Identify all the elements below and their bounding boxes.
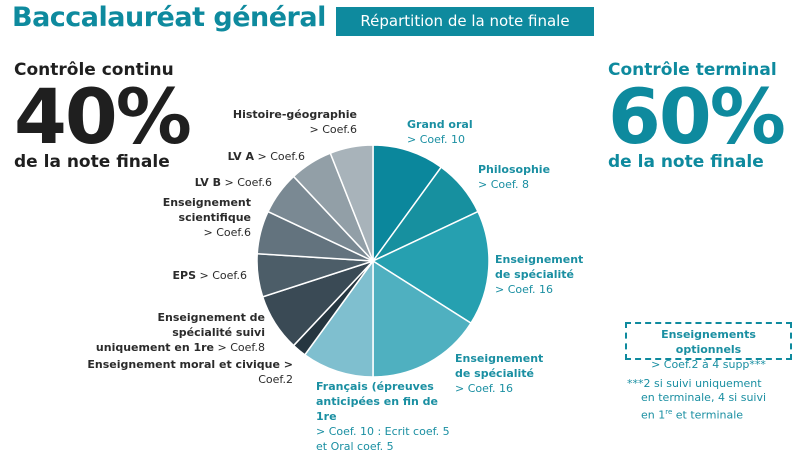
label-moral-civique: Enseignement moral et civique > Coef.2: [87, 357, 293, 387]
controle-terminal-caption: de la note finale: [608, 152, 764, 172]
footnote-line-3: en 1re et terminale: [641, 408, 744, 422]
controle-terminal-heading: Contrôle terminal: [608, 60, 777, 80]
label-specialite-1-coef: > Coef. 16: [495, 283, 553, 296]
pie-slice-histoire-geo: [329, 144, 374, 262]
controle-continu-heading: Contrôle continu: [14, 60, 174, 80]
optional-footnote: ***2 si suivi uniquement en terminale, 4…: [627, 377, 797, 423]
page-title: Baccalauréat général: [12, 2, 326, 33]
label-lvb-coef: > Coef.6: [224, 176, 272, 189]
label-moral-civique-coef: Coef.2: [258, 373, 293, 386]
label-histoire-geo-name: Histoire-géographie: [232, 108, 357, 121]
label-eps-coef: > Coef.6: [199, 269, 247, 282]
controle-continu-percent: 40%: [14, 72, 192, 161]
label-scientifique: Enseignement scientifique > Coef.6: [161, 195, 251, 240]
pie-slice-francais: [303, 258, 374, 378]
label-specialite-2-coef: > Coef. 16: [455, 382, 513, 395]
label-grand-oral-name: Grand oral: [407, 118, 473, 131]
controle-terminal-block: Contrôle terminal 60% de la note finale: [608, 60, 786, 172]
pie-slice-grand-oral: [372, 144, 443, 264]
label-francais: Français (épreuves anticipées en fin de …: [316, 379, 456, 454]
label-francais-coef: > Coef. 10 : Ecrit coef. 5 et Oral coef.…: [316, 425, 450, 453]
controle-continu-block: Contrôle continu 40% de la note finale: [14, 60, 192, 172]
label-histoire-geo: Histoire-géographie > Coef.6: [233, 107, 357, 137]
label-francais-name: Français (épreuves anticipées en fin de …: [316, 380, 439, 423]
label-scientifique-name: Enseignement scientifique: [162, 196, 251, 224]
label-specialite-2: Enseignement de spécialité > Coef. 16: [455, 351, 555, 396]
label-eps: EPS > Coef.6: [173, 268, 247, 283]
label-specialite-1-name: Enseignement de spécialité: [495, 253, 584, 281]
label-histoire-geo-coef: > Coef.6: [309, 123, 357, 136]
subtitle-banner: Répartition de la note finale: [336, 7, 594, 36]
label-moral-civique-name: Enseignement moral et civique >: [87, 358, 293, 371]
label-specialite-2-name: Enseignement de spécialité: [455, 352, 544, 380]
footnote-line-2: en terminale, 4 si suivi: [641, 391, 767, 404]
optional-subjects-box: Enseignements optionnels > Coef.2 à 4 su…: [625, 322, 792, 371]
label-grand-oral-coef: > Coef. 10: [407, 133, 465, 146]
label-lvb-name: LV B: [194, 176, 222, 189]
controle-terminal-percent: 60%: [608, 72, 786, 161]
label-specialite-1re: Enseignement de spécialité suivi uniquem…: [95, 310, 265, 355]
label-scientifique-coef: > Coef.6: [203, 226, 251, 239]
label-lvb: LV B > Coef.6: [195, 175, 272, 190]
label-lva: LV A > Coef.6: [228, 149, 305, 164]
footnote-line-1: ***2 si suivi uniquement: [627, 377, 762, 390]
label-philosophie-coef: > Coef. 8: [478, 178, 529, 191]
label-specialite-1re-coef: > Coef.8: [217, 341, 265, 354]
label-lva-coef: > Coef.6: [257, 150, 305, 163]
label-philosophie: Philosophie > Coef. 8: [478, 162, 550, 192]
pie-slice-specialite-2: [372, 259, 472, 378]
controle-continu-caption: de la note finale: [14, 152, 170, 172]
label-eps-name: EPS: [172, 269, 197, 282]
label-lva-name: LV A: [227, 150, 255, 163]
pie-slice-specialite-1: [371, 210, 490, 325]
optional-subjects-coef: > Coef.2 à 4 supp***: [651, 358, 766, 371]
label-grand-oral: Grand oral > Coef. 10: [407, 117, 473, 147]
label-specialite-1re-name: Enseignement de spécialité suivi uniquem…: [95, 311, 265, 354]
label-specialite-1: Enseignement de spécialité > Coef. 16: [495, 252, 595, 297]
optional-subjects-title: Enseignements optionnels: [661, 328, 756, 356]
label-philosophie-name: Philosophie: [478, 163, 551, 176]
